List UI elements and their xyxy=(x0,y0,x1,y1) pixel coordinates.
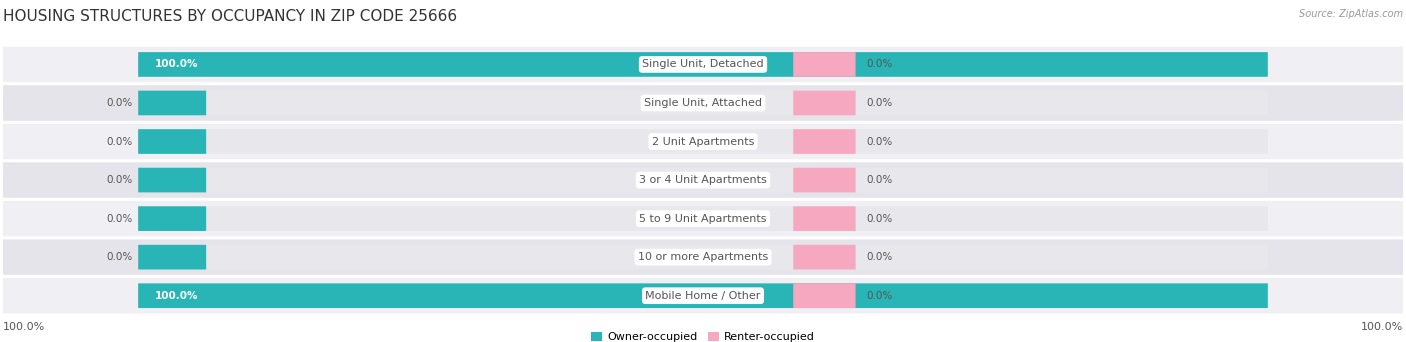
Text: 100.0%: 100.0% xyxy=(1361,322,1403,332)
Text: 10 or more Apartments: 10 or more Apartments xyxy=(638,252,768,262)
FancyBboxPatch shape xyxy=(138,91,207,115)
FancyBboxPatch shape xyxy=(138,168,1268,193)
Text: 0.0%: 0.0% xyxy=(107,98,132,108)
Text: 0.0%: 0.0% xyxy=(107,136,132,146)
FancyBboxPatch shape xyxy=(3,239,1403,275)
FancyBboxPatch shape xyxy=(793,284,856,308)
FancyBboxPatch shape xyxy=(793,91,856,115)
FancyBboxPatch shape xyxy=(3,47,1403,82)
Text: Source: ZipAtlas.com: Source: ZipAtlas.com xyxy=(1299,9,1403,18)
Text: 100.0%: 100.0% xyxy=(3,322,45,332)
FancyBboxPatch shape xyxy=(793,245,856,269)
Text: 0.0%: 0.0% xyxy=(866,252,893,262)
Text: 3 or 4 Unit Apartments: 3 or 4 Unit Apartments xyxy=(640,175,766,185)
Text: 100.0%: 100.0% xyxy=(155,60,198,69)
FancyBboxPatch shape xyxy=(138,52,1268,77)
FancyBboxPatch shape xyxy=(793,129,856,154)
Text: 2 Unit Apartments: 2 Unit Apartments xyxy=(652,136,754,146)
Text: Single Unit, Attached: Single Unit, Attached xyxy=(644,98,762,108)
FancyBboxPatch shape xyxy=(3,201,1403,236)
Text: 0.0%: 0.0% xyxy=(107,252,132,262)
FancyBboxPatch shape xyxy=(3,278,1403,313)
FancyBboxPatch shape xyxy=(138,206,1268,231)
Text: 0.0%: 0.0% xyxy=(866,291,893,301)
Text: 0.0%: 0.0% xyxy=(866,175,893,185)
FancyBboxPatch shape xyxy=(138,52,1268,77)
Text: 0.0%: 0.0% xyxy=(107,175,132,185)
FancyBboxPatch shape xyxy=(138,206,207,231)
Text: 0.0%: 0.0% xyxy=(107,214,132,224)
FancyBboxPatch shape xyxy=(3,85,1403,121)
FancyBboxPatch shape xyxy=(138,129,207,154)
FancyBboxPatch shape xyxy=(138,284,1268,308)
Text: HOUSING STRUCTURES BY OCCUPANCY IN ZIP CODE 25666: HOUSING STRUCTURES BY OCCUPANCY IN ZIP C… xyxy=(3,9,457,24)
FancyBboxPatch shape xyxy=(138,284,1268,308)
FancyBboxPatch shape xyxy=(793,206,856,231)
FancyBboxPatch shape xyxy=(793,168,856,193)
Text: Mobile Home / Other: Mobile Home / Other xyxy=(645,291,761,301)
FancyBboxPatch shape xyxy=(138,168,207,193)
Text: 0.0%: 0.0% xyxy=(866,136,893,146)
Text: 0.0%: 0.0% xyxy=(866,60,893,69)
Text: 5 to 9 Unit Apartments: 5 to 9 Unit Apartments xyxy=(640,214,766,224)
Text: 100.0%: 100.0% xyxy=(155,291,198,301)
FancyBboxPatch shape xyxy=(3,162,1403,198)
FancyBboxPatch shape xyxy=(793,52,856,77)
Text: 0.0%: 0.0% xyxy=(866,98,893,108)
FancyBboxPatch shape xyxy=(138,245,207,269)
Text: Single Unit, Detached: Single Unit, Detached xyxy=(643,60,763,69)
FancyBboxPatch shape xyxy=(138,245,1268,269)
FancyBboxPatch shape xyxy=(138,91,1268,115)
Text: 0.0%: 0.0% xyxy=(866,214,893,224)
Legend: Owner-occupied, Renter-occupied: Owner-occupied, Renter-occupied xyxy=(592,331,814,342)
FancyBboxPatch shape xyxy=(138,129,1268,154)
FancyBboxPatch shape xyxy=(3,124,1403,159)
